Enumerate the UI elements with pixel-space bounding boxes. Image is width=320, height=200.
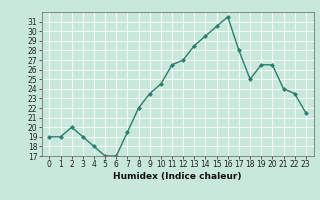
X-axis label: Humidex (Indice chaleur): Humidex (Indice chaleur)	[113, 172, 242, 181]
